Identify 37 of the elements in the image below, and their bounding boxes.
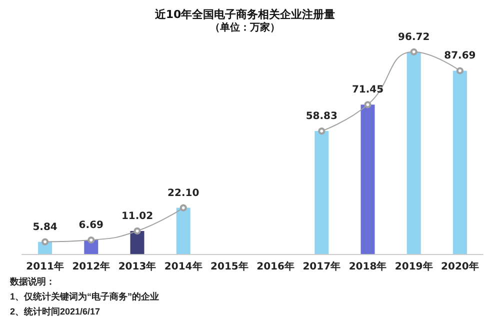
text: 2、统计时间2021/6/17 <box>10 306 100 316</box>
data-label: 96.72 <box>398 32 430 43</box>
x-tick-label: 2012年 <box>72 260 110 272</box>
data-label: 58.83 <box>306 111 338 122</box>
chart-subtitle: （单位：万家） <box>210 22 280 34</box>
x-tick-label: 2014年 <box>164 260 202 272</box>
x-tick-label: 2015年 <box>210 260 248 272</box>
point <box>318 128 326 135</box>
point <box>456 67 464 74</box>
x-tick-label: 2019年 <box>394 260 433 272</box>
data-label: 11.02 <box>121 210 154 222</box>
point <box>134 227 141 234</box>
bar <box>452 70 467 254</box>
text: 1、仅统计关键词为“电子商务”的企业 <box>10 292 160 302</box>
point <box>180 204 187 212</box>
x-tick-label: 2011年 <box>26 260 64 272</box>
bar <box>314 131 329 254</box>
data-label: 87.69 <box>444 50 476 62</box>
data-label: 71.45 <box>352 84 384 96</box>
data-label: 5.84 <box>32 222 58 233</box>
text: 数据说明： <box>9 276 55 286</box>
chart-title: 近10年全国电子商务相关企业注册量 <box>154 8 336 21</box>
bar <box>360 104 375 254</box>
x-tick-label: 2016年 <box>256 260 294 272</box>
data-label: 22.10 <box>168 188 200 199</box>
bar <box>406 52 421 254</box>
data-label: 6.69 <box>78 220 104 232</box>
point <box>410 48 418 56</box>
point <box>88 236 95 244</box>
x-tick-label: 2013年 <box>118 260 156 272</box>
x-tick-label: 2020年 <box>441 260 479 272</box>
x-tick-label: 2018年 <box>348 260 387 272</box>
point <box>364 101 372 108</box>
bar <box>130 230 144 254</box>
point <box>42 238 49 246</box>
x-tick-label: 2017年 <box>302 260 341 272</box>
bar <box>176 208 190 254</box>
